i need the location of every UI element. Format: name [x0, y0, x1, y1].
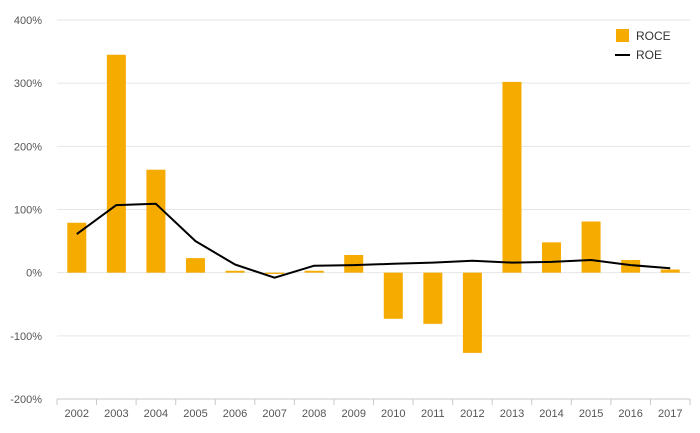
legend-label-roe: ROE: [636, 48, 662, 62]
bar-roce-2006: [225, 270, 245, 273]
bar-roce-2013: [502, 81, 522, 273]
x-tick-label: 2005: [183, 408, 207, 420]
bar-roce-2008: [304, 270, 324, 273]
roe-line-series: [76, 202, 671, 279]
bar-roce-2014: [542, 242, 562, 273]
bar-roce-2004: [146, 169, 166, 273]
x-axis: 2002 2003 2004 2005 2006 2007 2008 2009 2010 2011…: [56, 398, 691, 420]
bar-roce-2010: [383, 272, 403, 319]
bar-roce-2007: [265, 272, 285, 274]
x-tick-label: 2002: [65, 408, 89, 420]
x-tick-label: 2010: [381, 408, 405, 420]
x-tick-label: 2004: [144, 408, 168, 420]
y-tick-label: 300%: [14, 78, 42, 90]
x-tick-label: 2017: [658, 408, 682, 420]
x-tick-label: 2014: [539, 408, 563, 420]
legend: ROCE ROE: [615, 29, 671, 62]
x-tick-label: 2009: [341, 408, 365, 420]
x-tick-label: 2003: [104, 408, 128, 420]
x-tick-label: 2012: [460, 408, 484, 420]
bar-roce-2002: [67, 222, 87, 273]
bar-roce-2017: [660, 269, 680, 273]
y-tick-label: -200%: [10, 394, 42, 406]
bar-roce-2003: [106, 54, 126, 273]
x-tick-label: 2015: [579, 408, 603, 420]
x-tick-label: 2013: [500, 408, 524, 420]
y-tick-label: 0%: [26, 268, 42, 280]
bar-roce-2015: [581, 221, 601, 273]
y-tick-label: 400%: [14, 15, 42, 27]
y-tick-label: 200%: [14, 141, 42, 153]
bar-roce-2016: [621, 260, 641, 273]
roce-bars: [67, 54, 680, 353]
x-tick-label: 2008: [302, 408, 326, 420]
legend-label-roce: ROCE: [636, 29, 671, 43]
bar-roce-2005: [185, 258, 205, 273]
x-tick-label: 2016: [618, 408, 642, 420]
y-tick-label: -100%: [10, 331, 42, 343]
x-tick-label: 2006: [223, 408, 247, 420]
x-tick-label: 2007: [262, 408, 286, 420]
y-tick-label: 100%: [14, 205, 42, 217]
bar-roce-2012: [462, 272, 482, 353]
bar-roce-2011: [423, 272, 443, 324]
y-axis: 400% 300% 200% 100% 0% -100% -200%: [10, 15, 42, 406]
legend-swatch-roce: [616, 29, 629, 42]
x-tick-label: 2011: [421, 408, 445, 420]
bar-roce-2009: [344, 254, 364, 273]
roe-line: [76, 202, 671, 279]
